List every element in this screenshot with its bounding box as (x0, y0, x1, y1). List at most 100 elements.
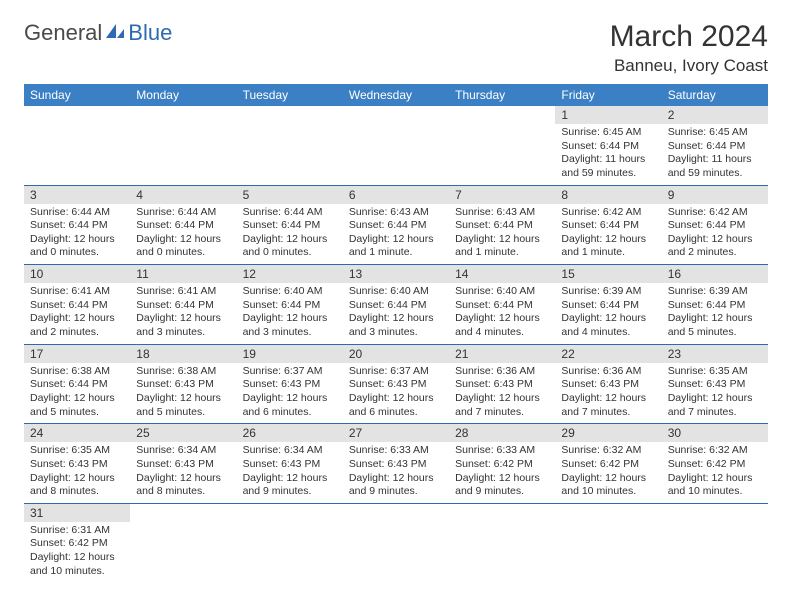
calendar-row: 31Sunrise: 6:31 AMSunset: 6:42 PMDayligh… (24, 503, 768, 582)
day-detail: Sunrise: 6:41 AMSunset: 6:44 PMDaylight:… (24, 283, 130, 344)
day-number: 7 (449, 186, 555, 204)
calendar-cell: 3Sunrise: 6:44 AMSunset: 6:44 PMDaylight… (24, 185, 130, 265)
calendar-cell (237, 503, 343, 582)
weekday-header: Friday (555, 84, 661, 106)
day-number: 9 (662, 186, 768, 204)
day-number: 30 (662, 424, 768, 442)
day-detail: Sunrise: 6:33 AMSunset: 6:42 PMDaylight:… (449, 442, 555, 503)
day-detail: Sunrise: 6:39 AMSunset: 6:44 PMDaylight:… (662, 283, 768, 344)
calendar-cell: 14Sunrise: 6:40 AMSunset: 6:44 PMDayligh… (449, 265, 555, 345)
day-detail: Sunrise: 6:43 AMSunset: 6:44 PMDaylight:… (343, 204, 449, 265)
weekday-header: Thursday (449, 84, 555, 106)
calendar-cell (130, 106, 236, 185)
calendar-cell (343, 106, 449, 185)
weekday-header-row: SundayMondayTuesdayWednesdayThursdayFrid… (24, 84, 768, 106)
day-detail: Sunrise: 6:32 AMSunset: 6:42 PMDaylight:… (662, 442, 768, 503)
day-number: 18 (130, 345, 236, 363)
day-detail: Sunrise: 6:43 AMSunset: 6:44 PMDaylight:… (449, 204, 555, 265)
day-number: 3 (24, 186, 130, 204)
calendar-cell (449, 106, 555, 185)
day-number: 10 (24, 265, 130, 283)
day-number: 25 (130, 424, 236, 442)
day-number: 17 (24, 345, 130, 363)
logo-text-blue: Blue (128, 20, 172, 46)
month-title: March 2024 (610, 20, 768, 54)
day-detail: Sunrise: 6:44 AMSunset: 6:44 PMDaylight:… (24, 204, 130, 265)
calendar-cell: 22Sunrise: 6:36 AMSunset: 6:43 PMDayligh… (555, 344, 661, 424)
calendar-cell (555, 503, 661, 582)
logo: General Blue (24, 20, 172, 46)
day-detail: Sunrise: 6:34 AMSunset: 6:43 PMDaylight:… (130, 442, 236, 503)
day-detail: Sunrise: 6:38 AMSunset: 6:44 PMDaylight:… (24, 363, 130, 424)
logo-text-general: General (24, 20, 102, 46)
calendar-cell: 29Sunrise: 6:32 AMSunset: 6:42 PMDayligh… (555, 424, 661, 504)
calendar-cell: 23Sunrise: 6:35 AMSunset: 6:43 PMDayligh… (662, 344, 768, 424)
day-detail: Sunrise: 6:32 AMSunset: 6:42 PMDaylight:… (555, 442, 661, 503)
calendar-cell: 27Sunrise: 6:33 AMSunset: 6:43 PMDayligh… (343, 424, 449, 504)
calendar-cell: 8Sunrise: 6:42 AMSunset: 6:44 PMDaylight… (555, 185, 661, 265)
calendar-cell: 12Sunrise: 6:40 AMSunset: 6:44 PMDayligh… (237, 265, 343, 345)
day-number: 28 (449, 424, 555, 442)
location: Banneu, Ivory Coast (610, 56, 768, 76)
day-detail: Sunrise: 6:36 AMSunset: 6:43 PMDaylight:… (555, 363, 661, 424)
weekday-header: Monday (130, 84, 236, 106)
day-number: 20 (343, 345, 449, 363)
calendar-cell: 11Sunrise: 6:41 AMSunset: 6:44 PMDayligh… (130, 265, 236, 345)
day-number: 19 (237, 345, 343, 363)
day-number: 26 (237, 424, 343, 442)
day-detail: Sunrise: 6:42 AMSunset: 6:44 PMDaylight:… (662, 204, 768, 265)
calendar-cell: 10Sunrise: 6:41 AMSunset: 6:44 PMDayligh… (24, 265, 130, 345)
day-number: 4 (130, 186, 236, 204)
day-number: 6 (343, 186, 449, 204)
calendar-cell: 17Sunrise: 6:38 AMSunset: 6:44 PMDayligh… (24, 344, 130, 424)
day-number: 14 (449, 265, 555, 283)
calendar-cell (449, 503, 555, 582)
calendar-cell: 15Sunrise: 6:39 AMSunset: 6:44 PMDayligh… (555, 265, 661, 345)
calendar-cell: 5Sunrise: 6:44 AMSunset: 6:44 PMDaylight… (237, 185, 343, 265)
day-number: 31 (24, 504, 130, 522)
day-detail: Sunrise: 6:33 AMSunset: 6:43 PMDaylight:… (343, 442, 449, 503)
calendar-row: 10Sunrise: 6:41 AMSunset: 6:44 PMDayligh… (24, 265, 768, 345)
calendar-cell: 1Sunrise: 6:45 AMSunset: 6:44 PMDaylight… (555, 106, 661, 185)
calendar-cell: 26Sunrise: 6:34 AMSunset: 6:43 PMDayligh… (237, 424, 343, 504)
calendar-row: 24Sunrise: 6:35 AMSunset: 6:43 PMDayligh… (24, 424, 768, 504)
calendar-cell: 13Sunrise: 6:40 AMSunset: 6:44 PMDayligh… (343, 265, 449, 345)
calendar-cell: 4Sunrise: 6:44 AMSunset: 6:44 PMDaylight… (130, 185, 236, 265)
header: General Blue March 2024 Banneu, Ivory Co… (24, 20, 768, 76)
calendar-cell: 7Sunrise: 6:43 AMSunset: 6:44 PMDaylight… (449, 185, 555, 265)
day-detail: Sunrise: 6:31 AMSunset: 6:42 PMDaylight:… (24, 522, 130, 583)
day-number: 21 (449, 345, 555, 363)
day-number: 8 (555, 186, 661, 204)
day-detail: Sunrise: 6:41 AMSunset: 6:44 PMDaylight:… (130, 283, 236, 344)
title-block: March 2024 Banneu, Ivory Coast (610, 20, 768, 76)
calendar-cell: 19Sunrise: 6:37 AMSunset: 6:43 PMDayligh… (237, 344, 343, 424)
day-detail: Sunrise: 6:36 AMSunset: 6:43 PMDaylight:… (449, 363, 555, 424)
calendar-cell (24, 106, 130, 185)
day-detail: Sunrise: 6:39 AMSunset: 6:44 PMDaylight:… (555, 283, 661, 344)
day-detail: Sunrise: 6:45 AMSunset: 6:44 PMDaylight:… (662, 124, 768, 185)
calendar-cell: 20Sunrise: 6:37 AMSunset: 6:43 PMDayligh… (343, 344, 449, 424)
calendar-cell (343, 503, 449, 582)
calendar-cell: 31Sunrise: 6:31 AMSunset: 6:42 PMDayligh… (24, 503, 130, 582)
calendar-cell: 25Sunrise: 6:34 AMSunset: 6:43 PMDayligh… (130, 424, 236, 504)
day-detail: Sunrise: 6:37 AMSunset: 6:43 PMDaylight:… (237, 363, 343, 424)
calendar-cell: 28Sunrise: 6:33 AMSunset: 6:42 PMDayligh… (449, 424, 555, 504)
day-number: 29 (555, 424, 661, 442)
day-number: 1 (555, 106, 661, 124)
calendar-cell: 6Sunrise: 6:43 AMSunset: 6:44 PMDaylight… (343, 185, 449, 265)
day-detail: Sunrise: 6:40 AMSunset: 6:44 PMDaylight:… (343, 283, 449, 344)
day-number: 12 (237, 265, 343, 283)
calendar-table: SundayMondayTuesdayWednesdayThursdayFrid… (24, 84, 768, 582)
calendar-cell: 30Sunrise: 6:32 AMSunset: 6:42 PMDayligh… (662, 424, 768, 504)
calendar-row: 1Sunrise: 6:45 AMSunset: 6:44 PMDaylight… (24, 106, 768, 185)
day-detail: Sunrise: 6:40 AMSunset: 6:44 PMDaylight:… (449, 283, 555, 344)
calendar-cell: 9Sunrise: 6:42 AMSunset: 6:44 PMDaylight… (662, 185, 768, 265)
calendar-cell: 2Sunrise: 6:45 AMSunset: 6:44 PMDaylight… (662, 106, 768, 185)
calendar-row: 3Sunrise: 6:44 AMSunset: 6:44 PMDaylight… (24, 185, 768, 265)
day-number: 22 (555, 345, 661, 363)
calendar-cell: 21Sunrise: 6:36 AMSunset: 6:43 PMDayligh… (449, 344, 555, 424)
weekday-header: Sunday (24, 84, 130, 106)
day-number: 5 (237, 186, 343, 204)
calendar-cell: 24Sunrise: 6:35 AMSunset: 6:43 PMDayligh… (24, 424, 130, 504)
day-number: 15 (555, 265, 661, 283)
